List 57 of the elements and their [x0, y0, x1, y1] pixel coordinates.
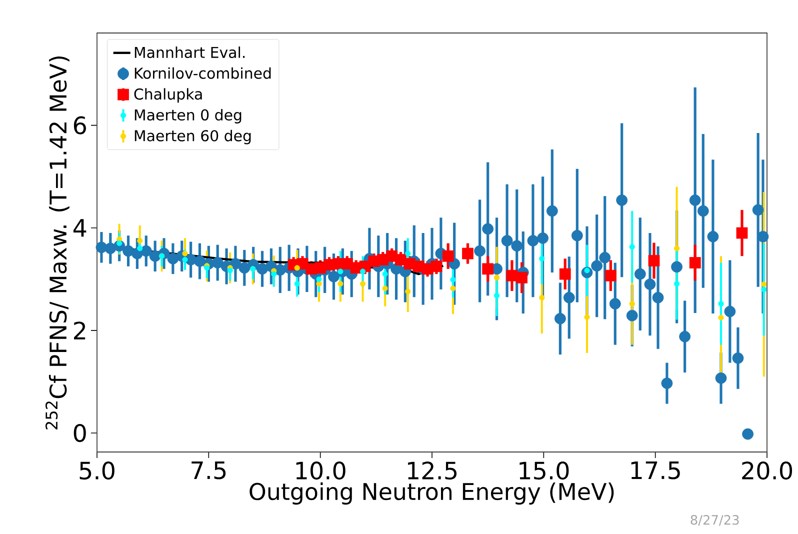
point [405, 288, 411, 294]
x-axis-title: Outgoing Neutron Energy (MeV) [250, 482, 614, 505]
y-tick-label: 2 [74, 322, 86, 340]
point [539, 256, 545, 262]
legend-label: Mannhart Eval. [134, 46, 245, 58]
point [462, 248, 474, 260]
point [227, 268, 233, 274]
point [182, 256, 188, 262]
point [338, 280, 344, 287]
x-tick-label: 15.0 [520, 462, 569, 480]
x-tick-label: 7.5 [192, 462, 226, 480]
x-tick-label: 5.0 [80, 462, 114, 480]
point [761, 281, 767, 288]
point [382, 286, 388, 292]
y-tick-label: 4 [73, 219, 86, 237]
point [450, 276, 456, 282]
point [382, 271, 388, 277]
point [736, 227, 748, 239]
legend-label: Kornilov-combined [134, 67, 271, 79]
point [442, 250, 454, 262]
point [761, 286, 767, 292]
point [718, 300, 724, 307]
point [648, 255, 660, 266]
point [629, 244, 635, 250]
point [360, 280, 366, 287]
point [674, 280, 680, 287]
point [430, 260, 442, 272]
point [271, 271, 277, 277]
legend-label: Chalupka [134, 88, 202, 103]
point [584, 314, 590, 320]
point [674, 246, 680, 252]
x-tick-label: 20.0 [742, 462, 792, 480]
point [316, 280, 322, 287]
point [482, 263, 494, 275]
x-tick-label: 12.5 [408, 462, 457, 480]
point [405, 250, 411, 256]
point [559, 268, 571, 280]
point [629, 300, 635, 307]
point [689, 257, 701, 268]
point [450, 286, 456, 292]
point [494, 274, 500, 280]
point [137, 238, 143, 244]
y-axis-title: $^{252}$Cf PFNS/ Maxw. (T=1.42 MeV) [46, 56, 70, 430]
point [137, 246, 143, 252]
point [494, 292, 500, 298]
point [718, 314, 724, 320]
legend-label: Maerten 60 deg [134, 130, 251, 144]
y-tick-label: 0 [74, 424, 86, 442]
point [604, 270, 616, 282]
x-tick-label: 17.5 [631, 462, 680, 480]
point [539, 294, 545, 300]
text: 8/27/23 [690, 514, 739, 526]
point [294, 280, 300, 287]
legend-label: Maerten 0 deg [134, 108, 242, 124]
y-tick-label: 6 [74, 116, 86, 134]
point [516, 272, 528, 284]
x-tick-label: 10.0 [296, 462, 346, 480]
